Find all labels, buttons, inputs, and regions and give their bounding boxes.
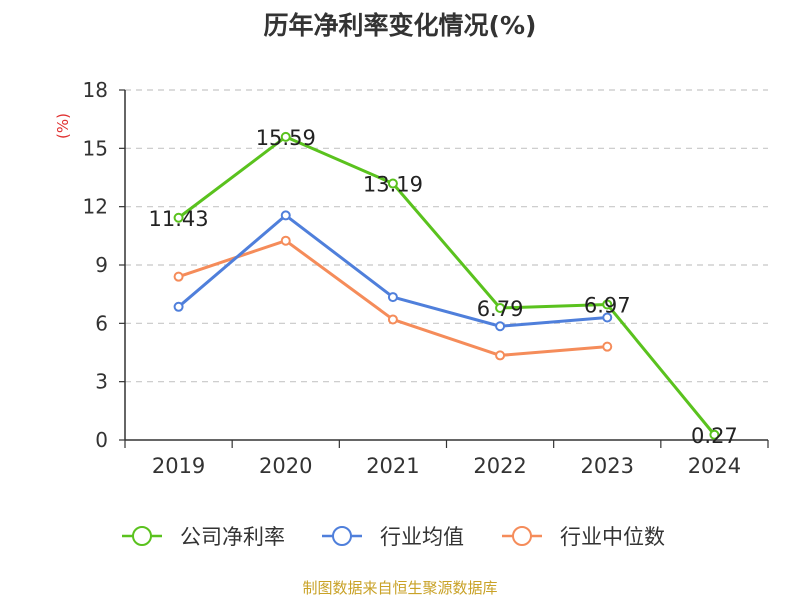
axes: 0 3 6 9 12 15 18 (%) 2019 2020 2021 2022 2023 2024: [54, 78, 769, 478]
data-point[interactable]: [280, 235, 291, 246]
data-point[interactable]: [495, 302, 506, 313]
y-tick-label: 0: [95, 428, 108, 452]
data-point[interactable]: [709, 429, 720, 440]
x-tick-label-2020: 2020: [259, 454, 312, 478]
source-note: 制图数据来自恒生聚源数据库: [302, 579, 498, 597]
data-labels: 11.43 15.59 13.19 6.79 6.97 0.27: [149, 126, 738, 448]
data-point[interactable]: [602, 312, 613, 323]
data-label: 6.97: [584, 293, 631, 317]
series: [173, 131, 720, 440]
data-point[interactable]: [602, 341, 613, 352]
data-point[interactable]: [280, 210, 291, 221]
series-line-公司净利率: [177, 135, 716, 436]
data-point[interactable]: [280, 131, 291, 142]
data-point[interactable]: [495, 350, 506, 361]
y-tick-label: 15: [83, 136, 108, 160]
legend-label: 公司净利率: [180, 525, 285, 549]
legend[interactable]: 公司净利率 行业均值 行业中位数: [122, 525, 665, 549]
data-label: 0.27: [691, 424, 738, 448]
data-point[interactable]: [387, 314, 398, 325]
legend-marker: [132, 526, 152, 546]
data-point[interactable]: [602, 299, 613, 310]
legend-item-行业均值[interactable]: 行业均值: [322, 525, 464, 549]
data-point[interactable]: [387, 178, 398, 189]
x-tick-label-2021: 2021: [366, 454, 419, 478]
grid: [125, 89, 768, 383]
series-line-行业均值: [177, 213, 608, 328]
y-tick-label: 6: [95, 311, 108, 335]
x-tick-label-2019: 2019: [152, 454, 205, 478]
legend-item-行业中位数[interactable]: 行业中位数: [502, 525, 665, 549]
data-point[interactable]: [173, 271, 184, 282]
data-label: 6.79: [477, 297, 524, 321]
legend-marker: [512, 526, 532, 546]
y-tick-label: 9: [95, 253, 108, 277]
data-point[interactable]: [387, 292, 398, 303]
y-tick-label: 3: [95, 370, 108, 394]
data-point[interactable]: [173, 212, 184, 223]
y-tick-label: 12: [83, 195, 108, 219]
x-tick-label-2024: 2024: [688, 454, 741, 478]
data-label: 13.19: [363, 173, 423, 197]
y-tick-label: 18: [83, 78, 108, 102]
legend-label: 行业均值: [380, 525, 464, 549]
legend-item-公司净利率[interactable]: 公司净利率: [122, 525, 285, 549]
chart-title: 历年净利率变化情况(%): [263, 11, 537, 40]
x-tick-label-2022: 2022: [473, 454, 526, 478]
data-point[interactable]: [495, 321, 506, 332]
y-axis-label: (%): [54, 113, 72, 139]
data-point[interactable]: [173, 301, 184, 312]
legend-marker: [332, 526, 352, 546]
data-label: 15.59: [256, 126, 316, 150]
legend-label: 行业中位数: [560, 525, 665, 549]
data-label: 11.43: [149, 207, 209, 231]
x-tick-label-2023: 2023: [581, 454, 634, 478]
